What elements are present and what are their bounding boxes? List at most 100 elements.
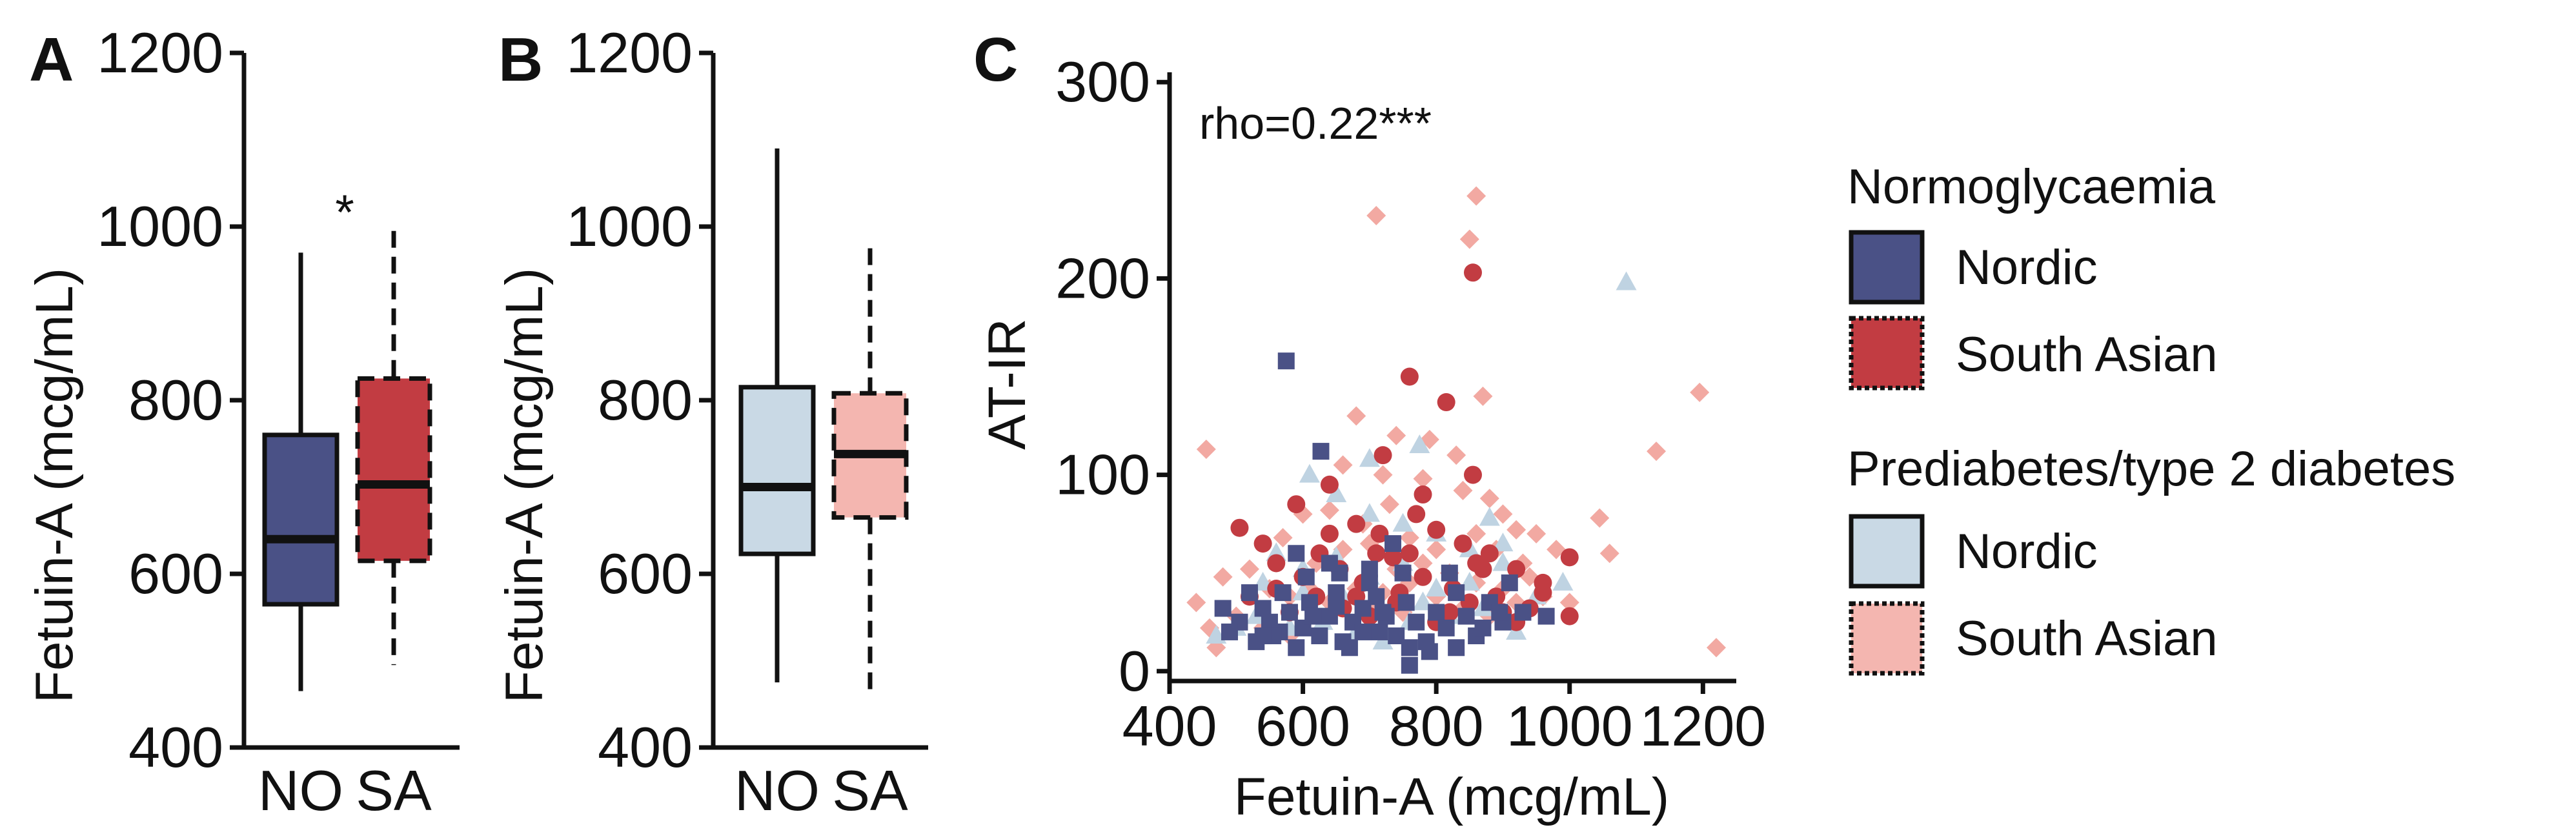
legend-swatch-southasian-pre [1849,601,1925,676]
panel-a-y-tick-label: 600 [128,542,223,605]
scatter-point-southasian-normo [1474,560,1492,578]
panel-b-y-tick-label: 600 [598,542,693,605]
scatter-point-nordic-normo [1428,604,1445,621]
panel-b-x-tick-label: NO [735,758,820,822]
scatter-point-nordic-normo [1371,623,1388,640]
panel-a-x-tick-label: NO [258,758,343,822]
panel-c-x-tick-label: 800 [1389,694,1484,758]
scatter-point-nordic-normo [1354,623,1372,640]
scatter-point-nordic-normo [1321,554,1338,572]
panel-c-x-tick-label: 1000 [1506,694,1633,758]
scatter-point-southasian-pre [1466,524,1486,544]
scatter-point-southasian-pre [1707,638,1727,658]
scatter-point-southasian-normo [1427,520,1446,539]
legend: Normoglycaemia Nordic South Asian Predia… [1847,159,2455,676]
scatter-point-southasian-normo [1230,518,1249,537]
panel-c-points [1186,186,1727,674]
scatter-point-nordic-normo [1408,613,1425,631]
scatter-point-nordic-pre [1299,463,1320,483]
scatter-point-southasian-normo [1480,544,1499,563]
scatter-point-southasian-pre [1426,540,1446,560]
panel-c-y-tick-label: 0 [1119,639,1150,703]
scatter-point-nordic-normo [1341,639,1358,656]
scatter-point-southasian-normo [1454,534,1472,553]
scatter-point-southasian-pre [1399,527,1419,547]
scatter-point-southasian-normo [1374,446,1392,465]
scatter-point-southasian-normo [1534,584,1552,602]
panel-b-x-tick-label: SA [832,758,908,822]
scatter-point-southasian-normo [1440,603,1459,622]
scatter-point-nordic-normo [1312,443,1330,460]
scatter-point-southasian-pre [1386,425,1406,445]
scatter-point-southasian-pre [1446,445,1466,465]
scatter-point-nordic-normo [1281,604,1298,621]
scatter-point-nordic-normo [1214,600,1232,617]
scatter-point-southasian-normo [1560,548,1579,567]
panel-b-y-tick-label: 1200 [566,21,693,85]
scatter-point-southasian-pre [1690,382,1710,402]
panel-a-significance-annotation: * [335,185,354,240]
scatter-point-southasian-normo [1320,524,1339,543]
legend-title-prediabetes: Prediabetes/type 2 diabetes [1847,442,2455,496]
scatter-point-nordic-normo [1304,607,1322,625]
panel-c-y-tick-label: 200 [1055,246,1150,310]
scatter-point-nordic-normo [1254,627,1272,645]
scatter-point-southasian-pre [1590,508,1610,528]
scatter-point-southasian-normo [1347,514,1366,533]
panel-a-y-tick-label: 1000 [97,194,223,258]
scatter-point-southasian-normo [1400,544,1419,563]
scatter-point-southasian-pre [1559,593,1579,613]
scatter-point-nordic-normo [1384,535,1402,553]
panel-c: C AT-IR 0 100 200 300 400 600 800 1000 1200 rho=… [973,25,1766,826]
scatter-point-southasian-normo [1414,485,1432,504]
scatter-point-southasian-pre [1213,567,1233,587]
scatter-point-nordic-normo [1288,639,1305,656]
panel-a-box [355,376,432,564]
scatter-point-southasian-pre [1466,186,1486,206]
legend-item-nordic-normo: Nordic [1956,240,2098,295]
scatter-point-nordic-pre [1326,483,1347,503]
panel-b: B Fetuin-A (mcg/mL) 400 600 800 1000 1200 NO… [495,21,928,822]
scatter-point-southasian-pre [1346,406,1366,426]
legend-swatch-nordic-pre [1849,514,1925,589]
scatter-point-nordic-normo [1401,639,1418,656]
panel-c-x-tick-label: 600 [1255,694,1350,758]
scatter-point-southasian-pre [1319,500,1339,520]
scatter-point-southasian-normo [1400,367,1419,386]
panel-a-y-ticks: 400 600 800 1000 1200 [97,21,244,779]
scatter-point-nordic-normo [1221,623,1238,640]
panel-c-x-axis-label: Fetuin-A (mcg/mL) [1234,768,1669,826]
panel-c-x-tick-label: 1200 [1639,694,1766,758]
panel-b-y-axis-label: Fetuin-A (mcg/mL) [495,268,554,703]
panel-c-correlation-annotation: rho=0.22*** [1199,98,1432,148]
panel-a-y-tick-label: 1200 [97,21,223,85]
scatter-point-nordic-normo [1448,639,1465,656]
scatter-point-nordic-normo [1474,619,1492,636]
scatter-point-nordic-normo [1537,607,1555,625]
scatter-point-southasian-normo [1463,465,1482,484]
scatter-point-nordic-normo [1374,604,1392,621]
scatter-point-nordic-normo [1421,643,1438,660]
scatter-point-nordic-pre [1409,434,1430,453]
scatter-point-nordic-normo [1288,545,1305,562]
scatter-point-southasian-pre [1479,489,1499,509]
panel-c-y-tick-label: 100 [1055,443,1150,507]
legend-item-southasian-pre: South Asian [1956,611,2218,666]
scatter-point-nordic-normo [1501,574,1518,591]
scatter-point-nordic-normo [1311,627,1328,645]
scatter-point-southasian-pre [1526,524,1547,544]
scatter-point-southasian-pre [1273,527,1293,547]
scatter-point-nordic-pre [1479,507,1500,526]
scatter-point-nordic-pre [1552,571,1574,591]
panel-b-y-tick-label: 800 [598,368,693,432]
panel-b-y-tick-label: 1000 [566,194,693,258]
scatter-point-southasian-normo [1460,593,1479,612]
scatter-point-southasian-pre [1239,559,1259,579]
legend-swatch-southasian-normo [1849,316,1925,391]
scatter-point-nordic-normo [1457,607,1475,625]
panel-a-y-tick-label: 400 [128,715,223,779]
scatter-point-nordic-normo [1241,584,1258,602]
panel-c-y-axis-label: AT-IR [978,318,1037,449]
scatter-point-southasian-pre [1473,386,1493,406]
panel-b-y-ticks: 400 600 800 1000 1200 [566,21,713,779]
